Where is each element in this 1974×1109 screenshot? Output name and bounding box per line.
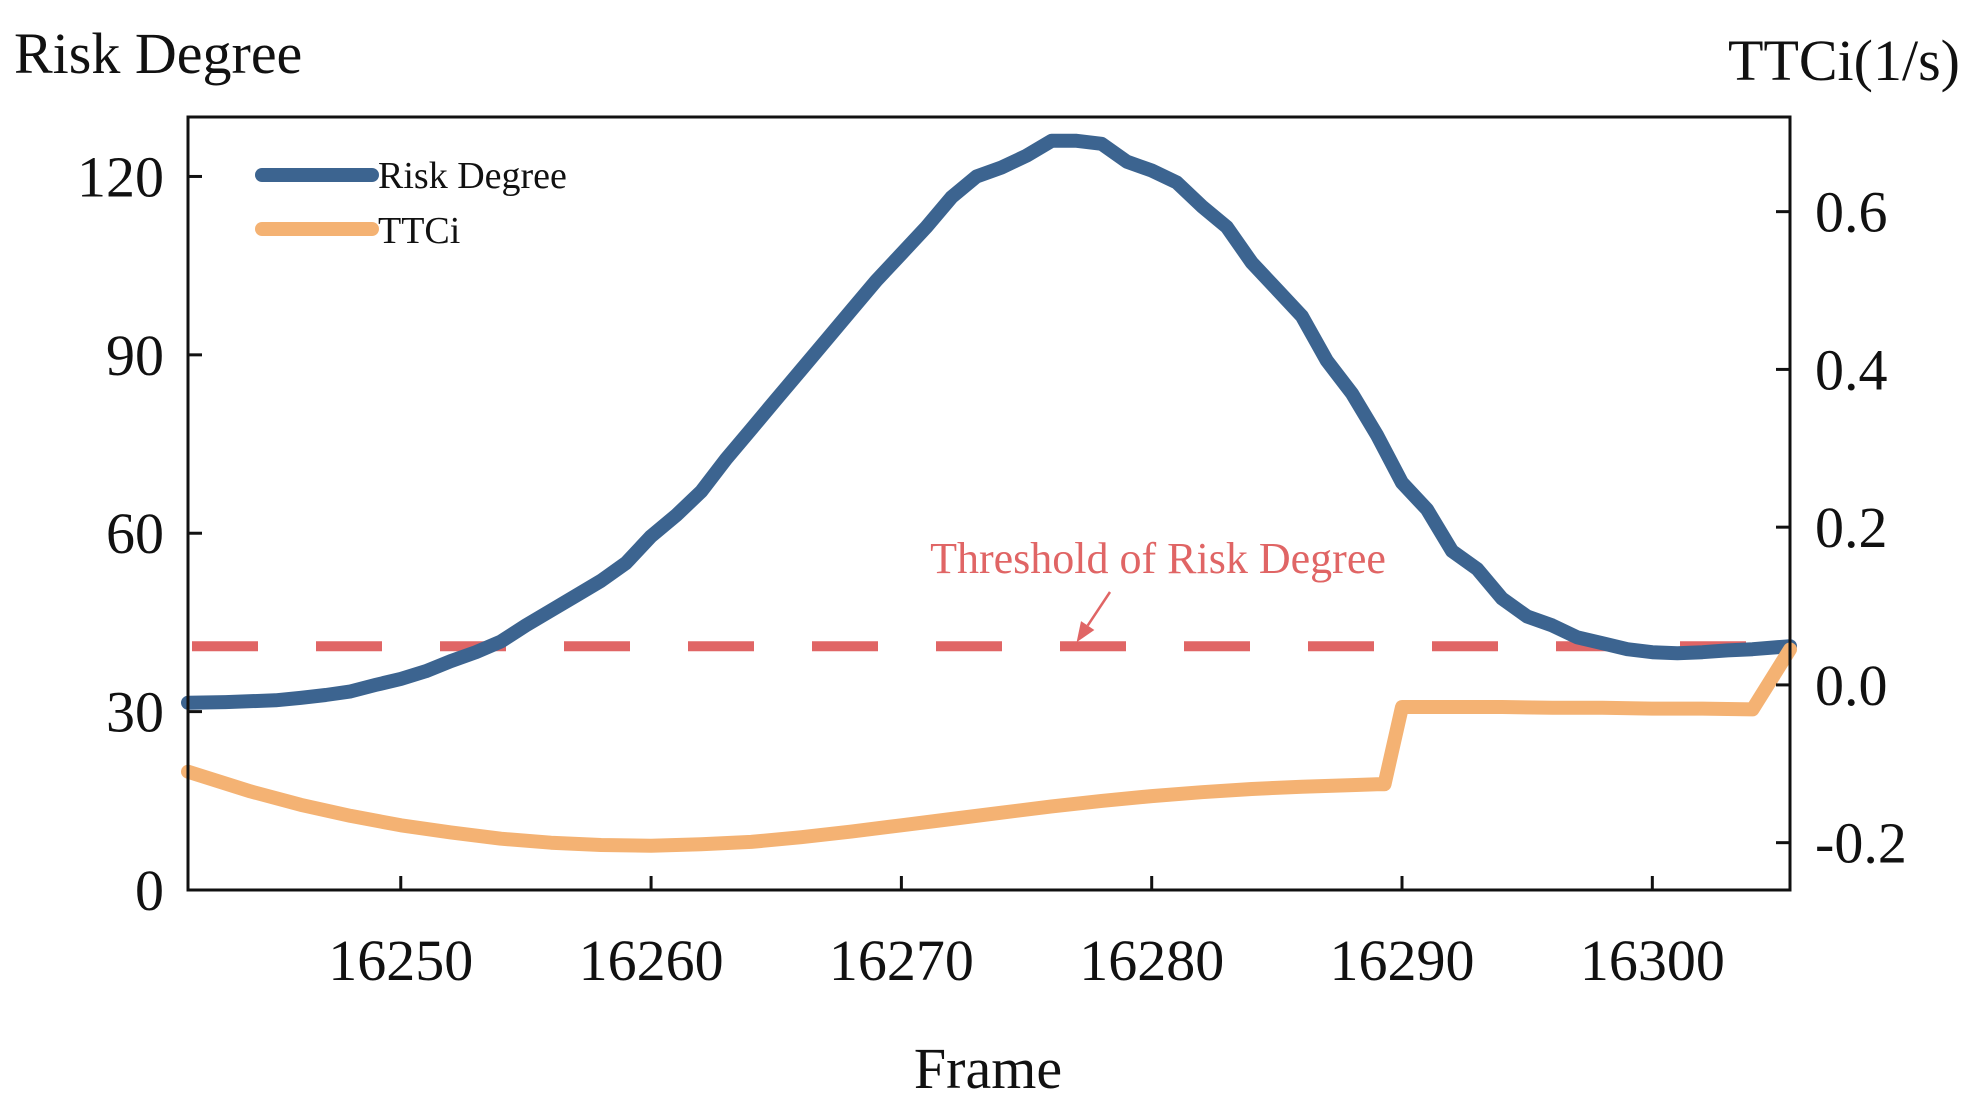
right-y-tick-label: 0.0 — [1815, 653, 1888, 718]
x-tick-label: 16280 — [1079, 928, 1224, 993]
x-tick-label: 16260 — [579, 928, 724, 993]
annotation-arrow-head — [1076, 621, 1095, 643]
x-axis-ticks: 16250 16260 16270 16280 16290 16300 — [328, 876, 1725, 993]
right-y-tick-label: 0.6 — [1815, 180, 1888, 245]
x-tick-label: 16250 — [328, 928, 473, 993]
plot-frame — [186, 115, 1792, 892]
legend-label-ttci: TTCi — [378, 210, 460, 252]
right-y-axis-title: TTCi(1/s) — [1728, 28, 1960, 93]
legend-label-risk-degree: Risk Degree — [378, 155, 567, 197]
x-tick-label: 16270 — [829, 928, 974, 993]
right-y-axis-ticks: -0.2 0.0 0.2 0.4 0.6 — [1776, 180, 1907, 876]
left-y-axis-ticks: 0 30 60 90 120 — [77, 144, 202, 923]
x-tick-label: 16300 — [1580, 928, 1725, 993]
left-y-tick-label: 30 — [106, 680, 164, 745]
threshold-annotation: Threshold of Risk Degree — [930, 534, 1386, 643]
left-y-tick-label: 120 — [77, 144, 164, 209]
right-y-tick-label: 0.2 — [1815, 495, 1888, 560]
right-y-tick-label: 0.4 — [1815, 337, 1888, 402]
series-line-risk-degree — [181, 133, 1797, 710]
legend: Risk Degree TTCi — [255, 155, 567, 252]
annotation-arrow-shaft — [1086, 591, 1112, 627]
x-axis-title: Frame — [914, 1036, 1062, 1101]
right-y-tick-label: -0.2 — [1815, 811, 1907, 876]
left-y-tick-label: 90 — [106, 323, 164, 388]
series-layer — [181, 133, 1797, 853]
left-y-tick-label: 0 — [135, 858, 164, 923]
left-y-tick-label: 60 — [106, 501, 164, 566]
series-line-ttci — [181, 642, 1797, 853]
x-tick-label: 16290 — [1330, 928, 1475, 993]
threshold-annotation-label: Threshold of Risk Degree — [930, 534, 1386, 583]
left-y-axis-title: Risk Degree — [14, 21, 302, 86]
